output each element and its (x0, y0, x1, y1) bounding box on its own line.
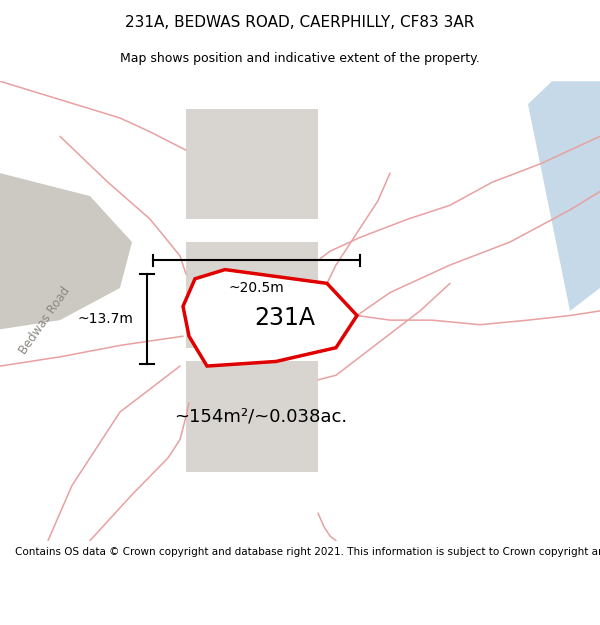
Polygon shape (0, 173, 132, 329)
Text: ~154m²/~0.038ac.: ~154m²/~0.038ac. (174, 408, 347, 426)
Text: Map shows position and indicative extent of the property.: Map shows position and indicative extent… (120, 52, 480, 65)
Text: 231A: 231A (254, 306, 316, 330)
Text: ~13.7m: ~13.7m (78, 312, 134, 326)
Text: Contains OS data © Crown copyright and database right 2021. This information is : Contains OS data © Crown copyright and d… (15, 546, 600, 556)
Polygon shape (183, 269, 357, 366)
Text: 231A, BEDWAS ROAD, CAERPHILLY, CF83 3AR: 231A, BEDWAS ROAD, CAERPHILLY, CF83 3AR (125, 15, 475, 30)
Text: Bedwas Road: Bedwas Road (17, 284, 73, 356)
Polygon shape (186, 361, 318, 472)
Text: ~20.5m: ~20.5m (229, 281, 284, 295)
Polygon shape (528, 81, 600, 311)
Polygon shape (186, 109, 318, 219)
Polygon shape (186, 242, 318, 348)
